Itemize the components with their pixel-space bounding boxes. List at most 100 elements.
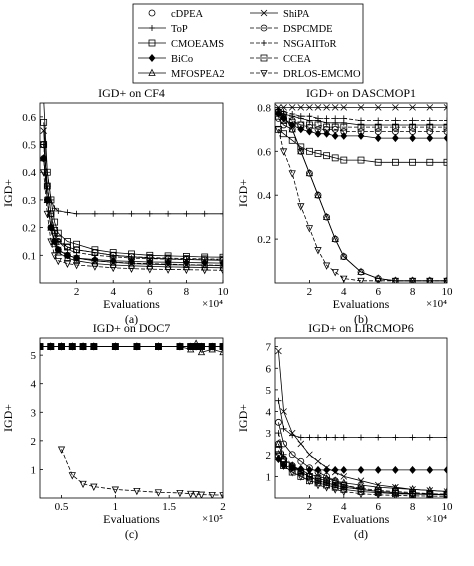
data-point-ccea xyxy=(73,246,80,254)
legend-marker-cdpea xyxy=(148,9,156,17)
data-point-cmoeams xyxy=(297,143,305,151)
data-point-cmoeams xyxy=(426,158,434,166)
legend-marker-dspcmde xyxy=(260,24,268,32)
y-axis-label: IGD+ xyxy=(236,404,250,432)
data-point-mfospea2 xyxy=(197,347,206,356)
x-tick-label: 10 xyxy=(442,286,454,298)
data-point-drlos-emcmo xyxy=(340,488,348,496)
data-point-nsgaiitor xyxy=(358,117,364,124)
data-point-ccea xyxy=(357,123,365,131)
data-point-ccea xyxy=(146,254,154,261)
data-point-drlos-emcmo xyxy=(201,267,209,275)
data-point-top xyxy=(275,397,282,404)
x-tick-label: 6 xyxy=(375,501,381,513)
x-multiplier-label: ×10⁴ xyxy=(426,298,447,310)
data-point-bico xyxy=(357,131,365,140)
data-point-ccea xyxy=(391,123,399,131)
data-point-mfospea2 xyxy=(40,153,48,162)
data-point-drlos-emcmo xyxy=(374,491,382,498)
data-point-mfospea2 xyxy=(408,484,417,493)
data-point-top xyxy=(220,210,223,217)
data-point-drlos-emcmo xyxy=(219,267,223,275)
data-point-mfospea2 xyxy=(391,483,400,492)
data-point-shipa xyxy=(357,104,365,111)
series-layer xyxy=(40,103,223,275)
data-point-mfospea2 xyxy=(409,276,416,283)
x-multiplier-label: ×10⁵ xyxy=(202,513,223,525)
data-point-cmoeams xyxy=(357,156,365,164)
y-tick-label: 1 xyxy=(266,471,272,483)
legend-box xyxy=(132,3,364,84)
data-point-top xyxy=(340,434,347,441)
data-point-nsgaiitor xyxy=(332,115,339,122)
data-point-ccea xyxy=(426,123,434,131)
series-layer xyxy=(275,347,447,498)
data-point-top xyxy=(297,434,304,441)
data-point-drlos-emcmo xyxy=(187,490,195,498)
data-point-shipa xyxy=(392,104,399,111)
legend-marker-shipa xyxy=(260,9,268,17)
legend-label-ccea: CCEA xyxy=(283,54,311,65)
data-point-drlos-emcmo xyxy=(176,489,184,498)
data-point-drlos-emcmo xyxy=(133,487,141,496)
data-point-mfospea2 xyxy=(297,465,305,473)
data-point-ccea xyxy=(64,243,71,251)
data-point-drlos-emcmo xyxy=(391,492,400,498)
data-point-bico xyxy=(426,465,434,474)
data-point-drlos-emcmo xyxy=(109,264,117,273)
data-point-drlos-emcmo xyxy=(275,451,283,460)
data-point-ccea xyxy=(128,253,135,261)
chart-title: IGD+ on DOC7 xyxy=(93,321,170,335)
data-point-drlos-emcmo xyxy=(322,484,331,492)
series-line-ccea xyxy=(43,144,223,260)
legend-label-drlos-emcmo: DRLOS-EMCMO xyxy=(283,69,361,80)
legend-label-nsgaiitor: NSGAIIToR xyxy=(283,39,337,50)
data-point-shipa xyxy=(340,473,348,480)
data-point-drlos-emcmo xyxy=(357,277,365,283)
data-point-nsgaiitor xyxy=(426,117,433,124)
data-point-top xyxy=(289,432,296,439)
data-point-bico xyxy=(426,134,434,143)
y-tick-label: 7 xyxy=(266,342,272,354)
x-tick-label: 2 xyxy=(307,286,313,298)
panels: IGD+ on CF4 2 4 6 8 10 0.1 0.2 0.3 0.4 0.5 0.6 Evalu… xyxy=(1,86,453,541)
data-point-shipa xyxy=(443,104,447,111)
data-point-ccea xyxy=(409,123,417,131)
data-point-nsgaiitor xyxy=(392,117,399,124)
data-point-drlos-emcmo xyxy=(72,262,81,270)
data-point-shipa xyxy=(280,104,287,111)
legend-marker-drlos-emcmo xyxy=(260,70,268,78)
data-point-drlos-emcmo xyxy=(408,277,417,283)
data-point-nsgaiitor xyxy=(444,491,447,498)
data-point-cmoeams xyxy=(340,156,348,164)
data-point-drlos-emcmo xyxy=(391,277,400,283)
series-line-drlos-emcmo xyxy=(43,172,223,271)
data-point-mfospea2 xyxy=(57,342,66,350)
y-tick-label: 0.2 xyxy=(22,223,36,235)
y-tick-label: 0.4 xyxy=(22,167,36,179)
data-point-drlos-emcmo xyxy=(357,490,365,498)
data-point-ccea xyxy=(275,447,282,454)
data-point-cmoeams xyxy=(40,118,48,126)
data-point-bico xyxy=(374,134,382,143)
data-point-ccea xyxy=(331,123,339,131)
data-point-ccea xyxy=(323,123,331,131)
data-point-top xyxy=(332,434,339,441)
data-point-shipa xyxy=(314,104,322,111)
data-point-mfospea2 xyxy=(47,342,55,350)
data-point-ccea xyxy=(297,121,305,129)
data-point-bico xyxy=(443,465,447,474)
data-point-top xyxy=(323,434,330,441)
legend-label-cdpea: cDPEA xyxy=(171,9,203,20)
data-point-top xyxy=(165,210,172,217)
panel-c: IGD+ on DOC7 0.5 1 1.5 2 1 2 3 4 5 Evaluations IGD+… xyxy=(1,321,226,541)
x-tick-label: 6 xyxy=(375,286,381,298)
data-point-shipa xyxy=(275,347,282,355)
x-tick-label: 8 xyxy=(184,286,190,298)
data-point-nsgaiitor xyxy=(409,117,416,124)
series-layer xyxy=(40,339,223,498)
data-point-drlos-emcmo xyxy=(297,473,305,481)
data-point-shipa xyxy=(297,440,305,448)
x-axis-label: Evaluations xyxy=(333,512,390,526)
legend-marker-top xyxy=(149,25,155,31)
